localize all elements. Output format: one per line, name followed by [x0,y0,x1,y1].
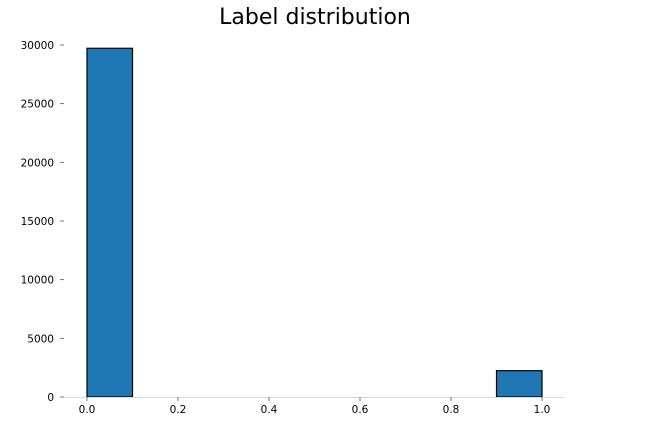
y-tick-label: 10000 [21,275,54,287]
y-tick-label: 5000 [27,333,54,345]
histogram-bar-0 [86,47,134,398]
x-tick-label: 0.8 [443,404,460,416]
x-tick-label: 0.4 [261,404,278,416]
x-tick-label: 0.6 [352,404,369,416]
bars-group [86,47,543,398]
y-tick-label: 30000 [21,40,54,52]
y-tick-label: 20000 [21,157,54,169]
x-tick-label: 0.0 [79,404,96,416]
y-axis: 0 5000 10000 15000 20000 25000 30000 [21,40,64,404]
chart-title: Label distribution [219,5,411,30]
x-axis: 0.0 0.2 0.4 0.6 0.8 1.0 [64,397,564,416]
x-tick-label: 1.0 [534,404,551,416]
y-tick-label: 0 [47,392,54,404]
y-tick-label: 25000 [21,99,54,111]
x-tick-label: 0.2 [170,404,187,416]
y-tick-label: 15000 [21,216,54,228]
histogram-bar-1 [495,370,543,398]
